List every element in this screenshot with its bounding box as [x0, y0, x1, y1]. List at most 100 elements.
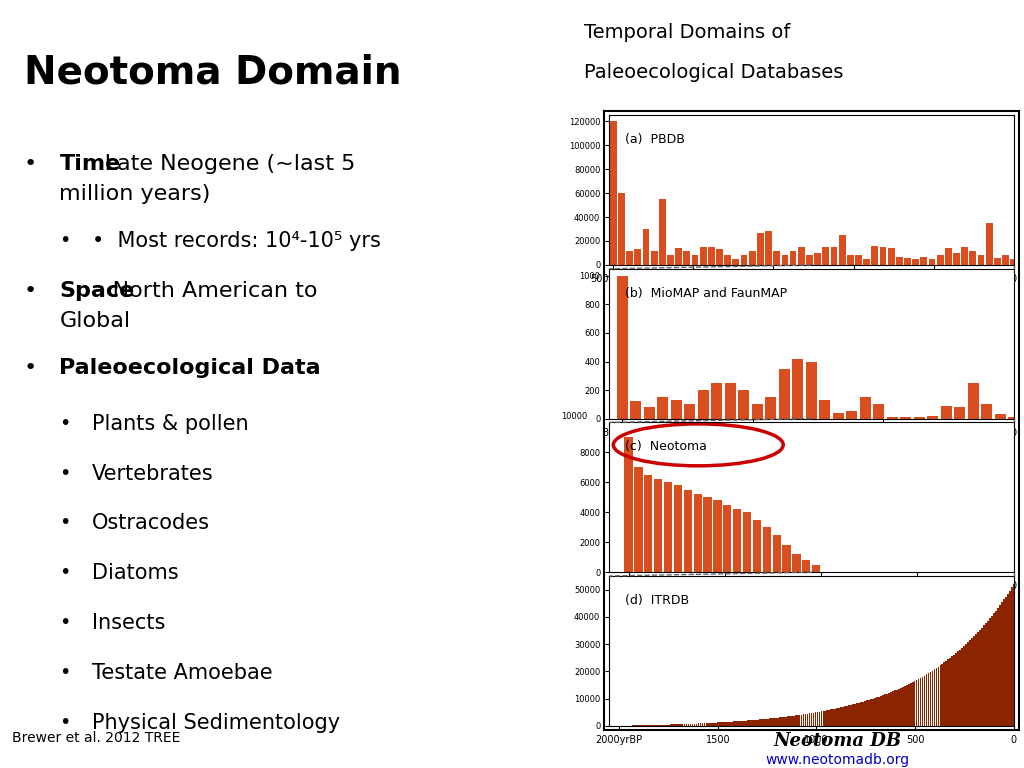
Bar [716, 723, 717, 726]
Bar [662, 725, 664, 726]
Bar [938, 667, 939, 726]
Bar [870, 699, 871, 726]
Bar [784, 717, 786, 726]
Bar [941, 406, 952, 419]
Bar [841, 707, 842, 726]
Bar [955, 653, 957, 726]
Text: Plants & pollen: Plants & pollen [92, 414, 249, 434]
Bar [839, 235, 846, 265]
Bar [953, 654, 955, 726]
Text: million years): million years) [59, 184, 211, 204]
Text: Vertebrates: Vertebrates [92, 464, 214, 484]
Bar [725, 722, 727, 726]
Bar [993, 613, 995, 726]
Bar [703, 723, 706, 726]
Bar [824, 710, 826, 726]
Bar [862, 702, 864, 726]
Bar [773, 250, 780, 265]
Text: Ostracodes: Ostracodes [92, 514, 210, 534]
Bar [795, 716, 797, 726]
Bar [934, 670, 935, 726]
Bar [802, 560, 810, 572]
Bar [767, 719, 769, 726]
Bar [864, 701, 866, 726]
Bar [777, 717, 778, 726]
Bar [953, 253, 959, 265]
Bar [723, 722, 725, 726]
Bar [945, 661, 947, 726]
Bar [668, 724, 670, 726]
Text: Neotoma DB: Neotoma DB [773, 732, 901, 750]
Bar [906, 685, 907, 726]
Bar [858, 703, 860, 726]
Bar [798, 247, 805, 265]
Bar [616, 276, 628, 419]
Bar [735, 721, 737, 726]
Bar [797, 715, 799, 726]
Bar [748, 720, 749, 726]
Bar [659, 725, 662, 726]
Bar [962, 648, 964, 726]
Text: •: • [59, 713, 71, 732]
Bar [801, 714, 803, 726]
Bar [733, 509, 741, 572]
Bar [826, 710, 828, 726]
Bar [718, 723, 719, 726]
Bar [674, 485, 682, 572]
Bar [788, 717, 791, 726]
Bar [981, 627, 983, 726]
Bar [688, 724, 689, 726]
Bar [866, 700, 868, 726]
Bar [892, 691, 894, 726]
Bar [986, 223, 992, 265]
Bar [888, 248, 895, 265]
Bar [743, 720, 745, 726]
Bar [886, 694, 888, 726]
Bar [941, 664, 943, 726]
Text: (d)  ITRDB: (d) ITRDB [626, 594, 689, 607]
Bar [714, 500, 722, 572]
Text: 10000: 10000 [561, 412, 587, 422]
Bar [721, 722, 723, 726]
Bar [752, 720, 753, 726]
Bar [904, 258, 911, 265]
Bar [888, 693, 890, 726]
Bar [968, 642, 969, 726]
Text: Physical Sedimentology: Physical Sedimentology [92, 713, 340, 733]
Bar [856, 703, 858, 726]
Bar [939, 665, 941, 726]
Bar [678, 724, 680, 726]
Bar [779, 369, 790, 419]
Bar [922, 677, 924, 726]
Bar [818, 712, 820, 726]
Bar [684, 490, 692, 572]
Text: : North American to: : North American to [98, 281, 317, 301]
Bar [995, 611, 996, 726]
Bar [763, 527, 771, 572]
Bar [672, 724, 674, 726]
Bar [708, 247, 715, 265]
Bar [786, 717, 788, 726]
Bar [954, 407, 966, 419]
Bar [911, 682, 913, 726]
Bar [846, 412, 857, 419]
Bar [779, 717, 780, 726]
Bar [971, 638, 973, 726]
Bar [650, 250, 657, 265]
Bar [970, 250, 976, 265]
Bar [932, 670, 933, 726]
Bar [733, 721, 735, 726]
Bar [977, 632, 979, 726]
Bar [880, 696, 882, 726]
Bar [701, 723, 703, 726]
Bar [878, 697, 880, 726]
Bar [929, 259, 936, 265]
Bar [684, 404, 695, 419]
Bar [927, 415, 938, 419]
Bar [987, 621, 989, 726]
Bar [1009, 417, 1019, 419]
Bar [729, 722, 731, 726]
Bar [676, 724, 678, 726]
Text: Temporal Domains of: Temporal Domains of [584, 23, 791, 41]
Bar [845, 707, 846, 726]
